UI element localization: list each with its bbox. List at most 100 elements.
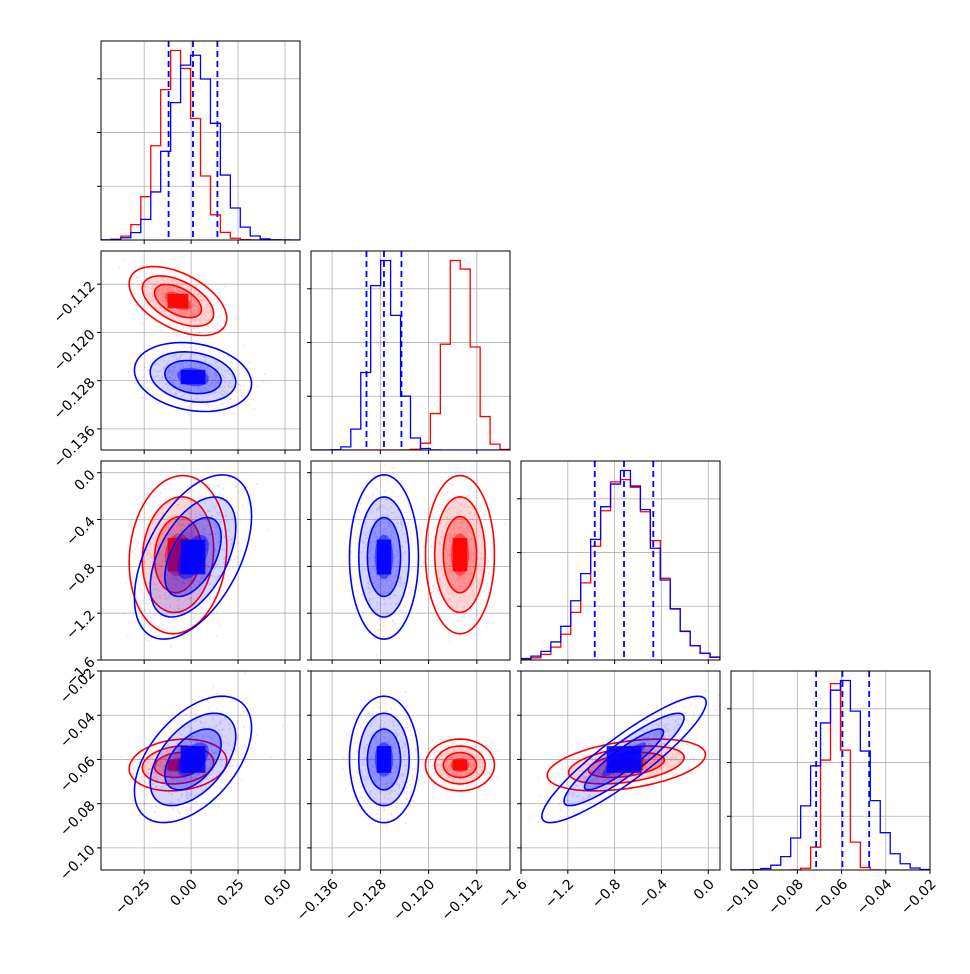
- panel-frame: [310, 670, 511, 871]
- contour-line: [149, 350, 237, 404]
- panel-3-3: −0.10 −0.08 −0.06 −0.04 −0.02: [721, 670, 940, 918]
- contour-line: [433, 745, 487, 785]
- y-tick-label: −0.8: [63, 561, 98, 596]
- contour-line: [133, 341, 253, 413]
- panel-2-1: [307, 460, 511, 664]
- panel-1-1: [307, 250, 511, 454]
- x-tick-label: −0.02: [898, 876, 940, 918]
- contour-line: [149, 712, 237, 807]
- density-core: [452, 759, 468, 771]
- y-tick-label: −0.4: [63, 514, 98, 549]
- contour-line: [587, 751, 666, 779]
- y-tick-label: 0.0: [72, 467, 99, 494]
- histogram-step: [101, 54, 300, 240]
- panel-3-1: −0.136 −0.128 −0.120 −0.112: [294, 670, 511, 924]
- panel-frame: [100, 670, 301, 871]
- scatter-points: [127, 337, 266, 416]
- x-tick-label: −0.10: [721, 876, 763, 918]
- contour-line: [546, 738, 707, 792]
- x-tick-label: −0.136: [294, 876, 342, 924]
- density-core: [606, 746, 642, 773]
- panel-frame: [310, 250, 511, 451]
- x-tick-label: 0.25: [214, 876, 247, 909]
- x-tick-label: −0.112: [438, 876, 486, 924]
- panel-frame: [100, 40, 301, 241]
- density-core: [180, 369, 206, 385]
- panel-2-0: 0.0−0.4−0.8−1.2−1.6: [63, 460, 301, 690]
- y-tick-label: −1.2: [63, 608, 98, 643]
- x-tick-label: −0.120: [390, 876, 438, 924]
- density-core: [376, 539, 392, 575]
- x-tick-label: −0.128: [342, 876, 390, 924]
- y-tick-label: −0.04: [57, 710, 99, 752]
- y-tick-label: −0.10: [57, 842, 99, 884]
- panel-content: [311, 251, 510, 450]
- density-core: [180, 539, 206, 575]
- contour-line: [128, 474, 228, 635]
- contour-line: [348, 695, 420, 824]
- x-tick-label: −0.04: [854, 876, 896, 918]
- panel-frame: [100, 460, 301, 661]
- density-core: [167, 759, 189, 771]
- contour-line: [133, 695, 253, 824]
- contour-line: [357, 496, 411, 618]
- panel-0-0: [97, 40, 301, 244]
- panel-frame: [310, 460, 511, 661]
- panel-1-0: −0.112−0.120−0.128−0.136: [51, 250, 301, 471]
- x-tick-label: −0.06: [810, 876, 852, 918]
- scatter-points: [103, 257, 229, 333]
- panel-content: [101, 41, 300, 240]
- panel-content: [103, 257, 266, 416]
- x-tick-label: −1.2: [542, 876, 577, 911]
- density-core: [180, 746, 206, 773]
- histogram-step: [311, 259, 510, 450]
- panel-content: [529, 690, 720, 824]
- contour-line: [128, 738, 228, 792]
- histogram-step: [311, 259, 510, 450]
- x-tick-label: −0.4: [636, 876, 671, 911]
- y-tick-label: −0.06: [57, 754, 99, 796]
- panel-content: [521, 461, 720, 660]
- y-tick-label: −0.112: [51, 279, 99, 327]
- x-tick-label: 0.0: [691, 876, 718, 903]
- contour-line: [163, 516, 223, 598]
- contour-line: [366, 516, 402, 598]
- x-tick-label: −0.8: [589, 876, 624, 911]
- density-core: [167, 293, 189, 309]
- panel-content: [731, 671, 930, 870]
- density-core: [376, 746, 392, 773]
- contour-line: [563, 712, 685, 807]
- panel-content: [120, 671, 284, 824]
- contour-line: [366, 728, 402, 791]
- x-tick-label: −0.25: [112, 876, 154, 918]
- contour-line: [149, 496, 237, 618]
- x-tick-label: 0.50: [261, 876, 294, 909]
- contour-line: [433, 495, 487, 614]
- panel-content: [348, 464, 506, 657]
- contour-line: [128, 265, 228, 337]
- contour-line: [153, 515, 203, 594]
- y-tick-label: −0.120: [51, 327, 99, 375]
- density-core: [452, 537, 468, 572]
- y-tick-label: −0.128: [51, 375, 99, 423]
- contour-line: [133, 474, 253, 640]
- histogram-step: [521, 469, 720, 660]
- panel-frame: [520, 670, 721, 871]
- contour-line: [442, 751, 478, 779]
- contour-line: [540, 695, 708, 824]
- panel-frame: [520, 460, 721, 661]
- panel-3-0: −0.25 0.00 0.25 0.50−0.02−0.04−0.06−0.08−0.…: [57, 665, 301, 918]
- x-tick-label: 0.00: [167, 876, 200, 909]
- contour-line: [163, 359, 223, 395]
- x-tick-label: −1.6: [495, 876, 530, 911]
- contour-line: [424, 474, 496, 635]
- contour-line: [141, 495, 215, 614]
- contour-line: [163, 728, 223, 791]
- panel-content: [123, 465, 270, 648]
- panel-content: [342, 691, 499, 828]
- contour-line: [442, 515, 478, 594]
- contour-line: [357, 712, 411, 807]
- panel-frame: [730, 670, 931, 871]
- scatter-points: [139, 671, 284, 815]
